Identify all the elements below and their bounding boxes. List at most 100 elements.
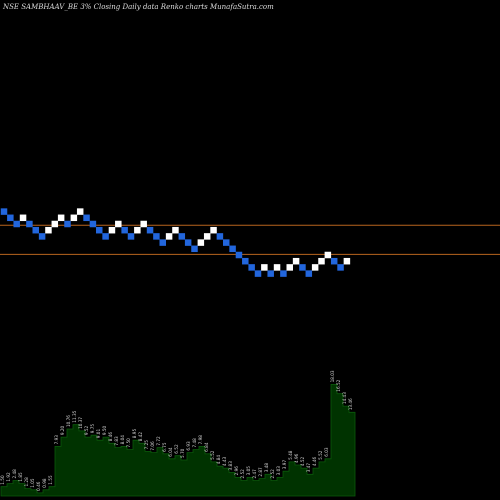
renko-brick-25 — [153, 233, 160, 240]
renko-brick-55 — [343, 257, 351, 265]
renko-brick-46 — [286, 264, 293, 271]
renko-brick-8 — [45, 226, 52, 234]
volume-label-17: 9.01 — [96, 429, 101, 439]
volume-label-26: 7.06 — [150, 441, 155, 451]
volume-label-33: 7.48 — [192, 438, 197, 448]
volume-label-49: 5.48 — [288, 450, 293, 460]
renko-brick-7 — [38, 233, 46, 240]
volume-area — [0, 384, 356, 497]
renko-brick-22 — [134, 226, 141, 234]
volume-label-32: 6.93 — [186, 441, 191, 451]
volume-label-48: 3.97 — [282, 460, 287, 470]
renko-brick-47 — [292, 257, 300, 265]
volume-label-11: 9.20 — [60, 425, 65, 435]
renko-brick-14 — [83, 214, 90, 222]
volume-label-5: 1.28 — [24, 477, 29, 487]
volume-label-39: 3.83 — [228, 461, 233, 471]
volume-label-40: 2.96 — [234, 466, 239, 476]
volume-label-28: 6.75 — [162, 442, 167, 452]
volume-label-56: 18.03 — [330, 370, 335, 382]
volume-label-59: 13.46 — [348, 398, 353, 410]
renko-brick-43 — [267, 270, 274, 277]
volume-label-44: 2.87 — [258, 467, 263, 477]
renko-brick-9 — [51, 220, 59, 228]
volume-label-1: 1.50 — [0, 475, 5, 485]
renko-brick-52 — [324, 251, 332, 259]
volume-label-4: 1.85 — [18, 472, 23, 482]
renko-brick-27 — [165, 233, 173, 240]
renko-brick-34 — [210, 226, 217, 234]
renko-brick-26 — [159, 239, 166, 246]
volume-label-46: 2.52 — [270, 469, 275, 479]
renko-brick-21 — [127, 233, 135, 240]
volume-label-51: 4.52 — [300, 456, 305, 466]
volume-label-16: 9.75 — [90, 424, 95, 434]
renko-brick-40 — [248, 264, 255, 271]
renko-brick-28 — [172, 226, 179, 234]
volume-label-8: 0.98 — [42, 478, 47, 488]
renko-brick-6 — [32, 226, 39, 234]
volume-label-12: 10.76 — [66, 415, 71, 427]
volume-label-2: 1.92 — [6, 472, 11, 482]
volume-label-37: 4.84 — [216, 455, 221, 465]
volume-label-31: 5.70 — [180, 448, 185, 458]
volume-label-30: 6.52 — [174, 444, 179, 454]
volume-label-10: 7.93 — [54, 435, 59, 445]
volume-label-47: 3.03 — [276, 466, 281, 476]
renko-brick-4 — [19, 214, 27, 222]
volume-label-15: 9.52 — [84, 425, 89, 435]
renko-brick-45 — [280, 270, 287, 277]
volume-label-50: 4.96 — [294, 453, 299, 463]
renko-brick-49 — [305, 270, 313, 277]
renko-brick-35 — [216, 233, 224, 240]
renko-brick-31 — [191, 245, 198, 253]
volume-label-20: 7.83 — [114, 436, 119, 446]
renko-brick-38 — [235, 251, 243, 259]
renko-brick-15 — [89, 220, 97, 228]
renko-brick-20 — [121, 226, 128, 234]
volume-label-19: 8.46 — [108, 432, 113, 442]
renko-brick-51 — [318, 257, 325, 265]
volume-label-53: 4.46 — [312, 456, 317, 466]
volume-label-23: 8.95 — [132, 429, 137, 439]
renko-brick-3 — [13, 220, 20, 228]
volume-label-21: 8.04 — [120, 435, 125, 445]
volume-label-3: 2.48 — [12, 469, 17, 479]
volume-label-25: 7.25 — [144, 440, 149, 450]
volume-label-55: 6.03 — [324, 447, 329, 457]
volume-label-38: 4.43 — [222, 456, 227, 466]
volume-label-42: 3.05 — [246, 466, 251, 476]
volume-label-41: 2.52 — [240, 469, 245, 479]
renko-brick-2 — [7, 214, 14, 222]
volume-label-45: 3.48 — [264, 463, 269, 473]
renko-brick-23 — [140, 220, 147, 228]
volume-label-18: 9.50 — [102, 425, 107, 435]
volume-label-9: 1.55 — [48, 475, 53, 485]
volume-label-13: 11.35 — [72, 410, 77, 422]
volume-label-52: 3.47 — [306, 463, 311, 473]
volume-label-14: 10.37 — [78, 417, 83, 429]
renko-brick-36 — [223, 239, 230, 246]
renko-brick-54 — [337, 264, 344, 271]
renko-brick-50 — [311, 264, 319, 271]
renko-brick-41 — [254, 270, 262, 277]
volume-label-54: 5.52 — [318, 450, 323, 460]
renko-brick-10 — [57, 214, 65, 222]
volume-label-43: 2.47 — [252, 469, 257, 479]
renko-brick-48 — [299, 264, 306, 271]
renko-brick-32 — [197, 239, 205, 246]
volume-label-35: 6.84 — [204, 442, 209, 452]
renko-brick-53 — [330, 257, 338, 265]
volume-label-7: 0.46 — [36, 481, 41, 491]
renko-brick-24 — [146, 226, 154, 234]
renko-brick-5 — [26, 220, 33, 228]
renko-brick-1 — [0, 208, 8, 215]
volume-label-22: 7.50 — [126, 438, 131, 448]
renko-brick-39 — [242, 257, 249, 265]
renko-brick-37 — [229, 245, 236, 253]
volume-label-58: 14.43 — [342, 392, 347, 404]
volume-label-34: 7.98 — [198, 435, 203, 445]
renko-brick-18 — [108, 226, 116, 234]
renko-brick-44 — [273, 264, 281, 271]
